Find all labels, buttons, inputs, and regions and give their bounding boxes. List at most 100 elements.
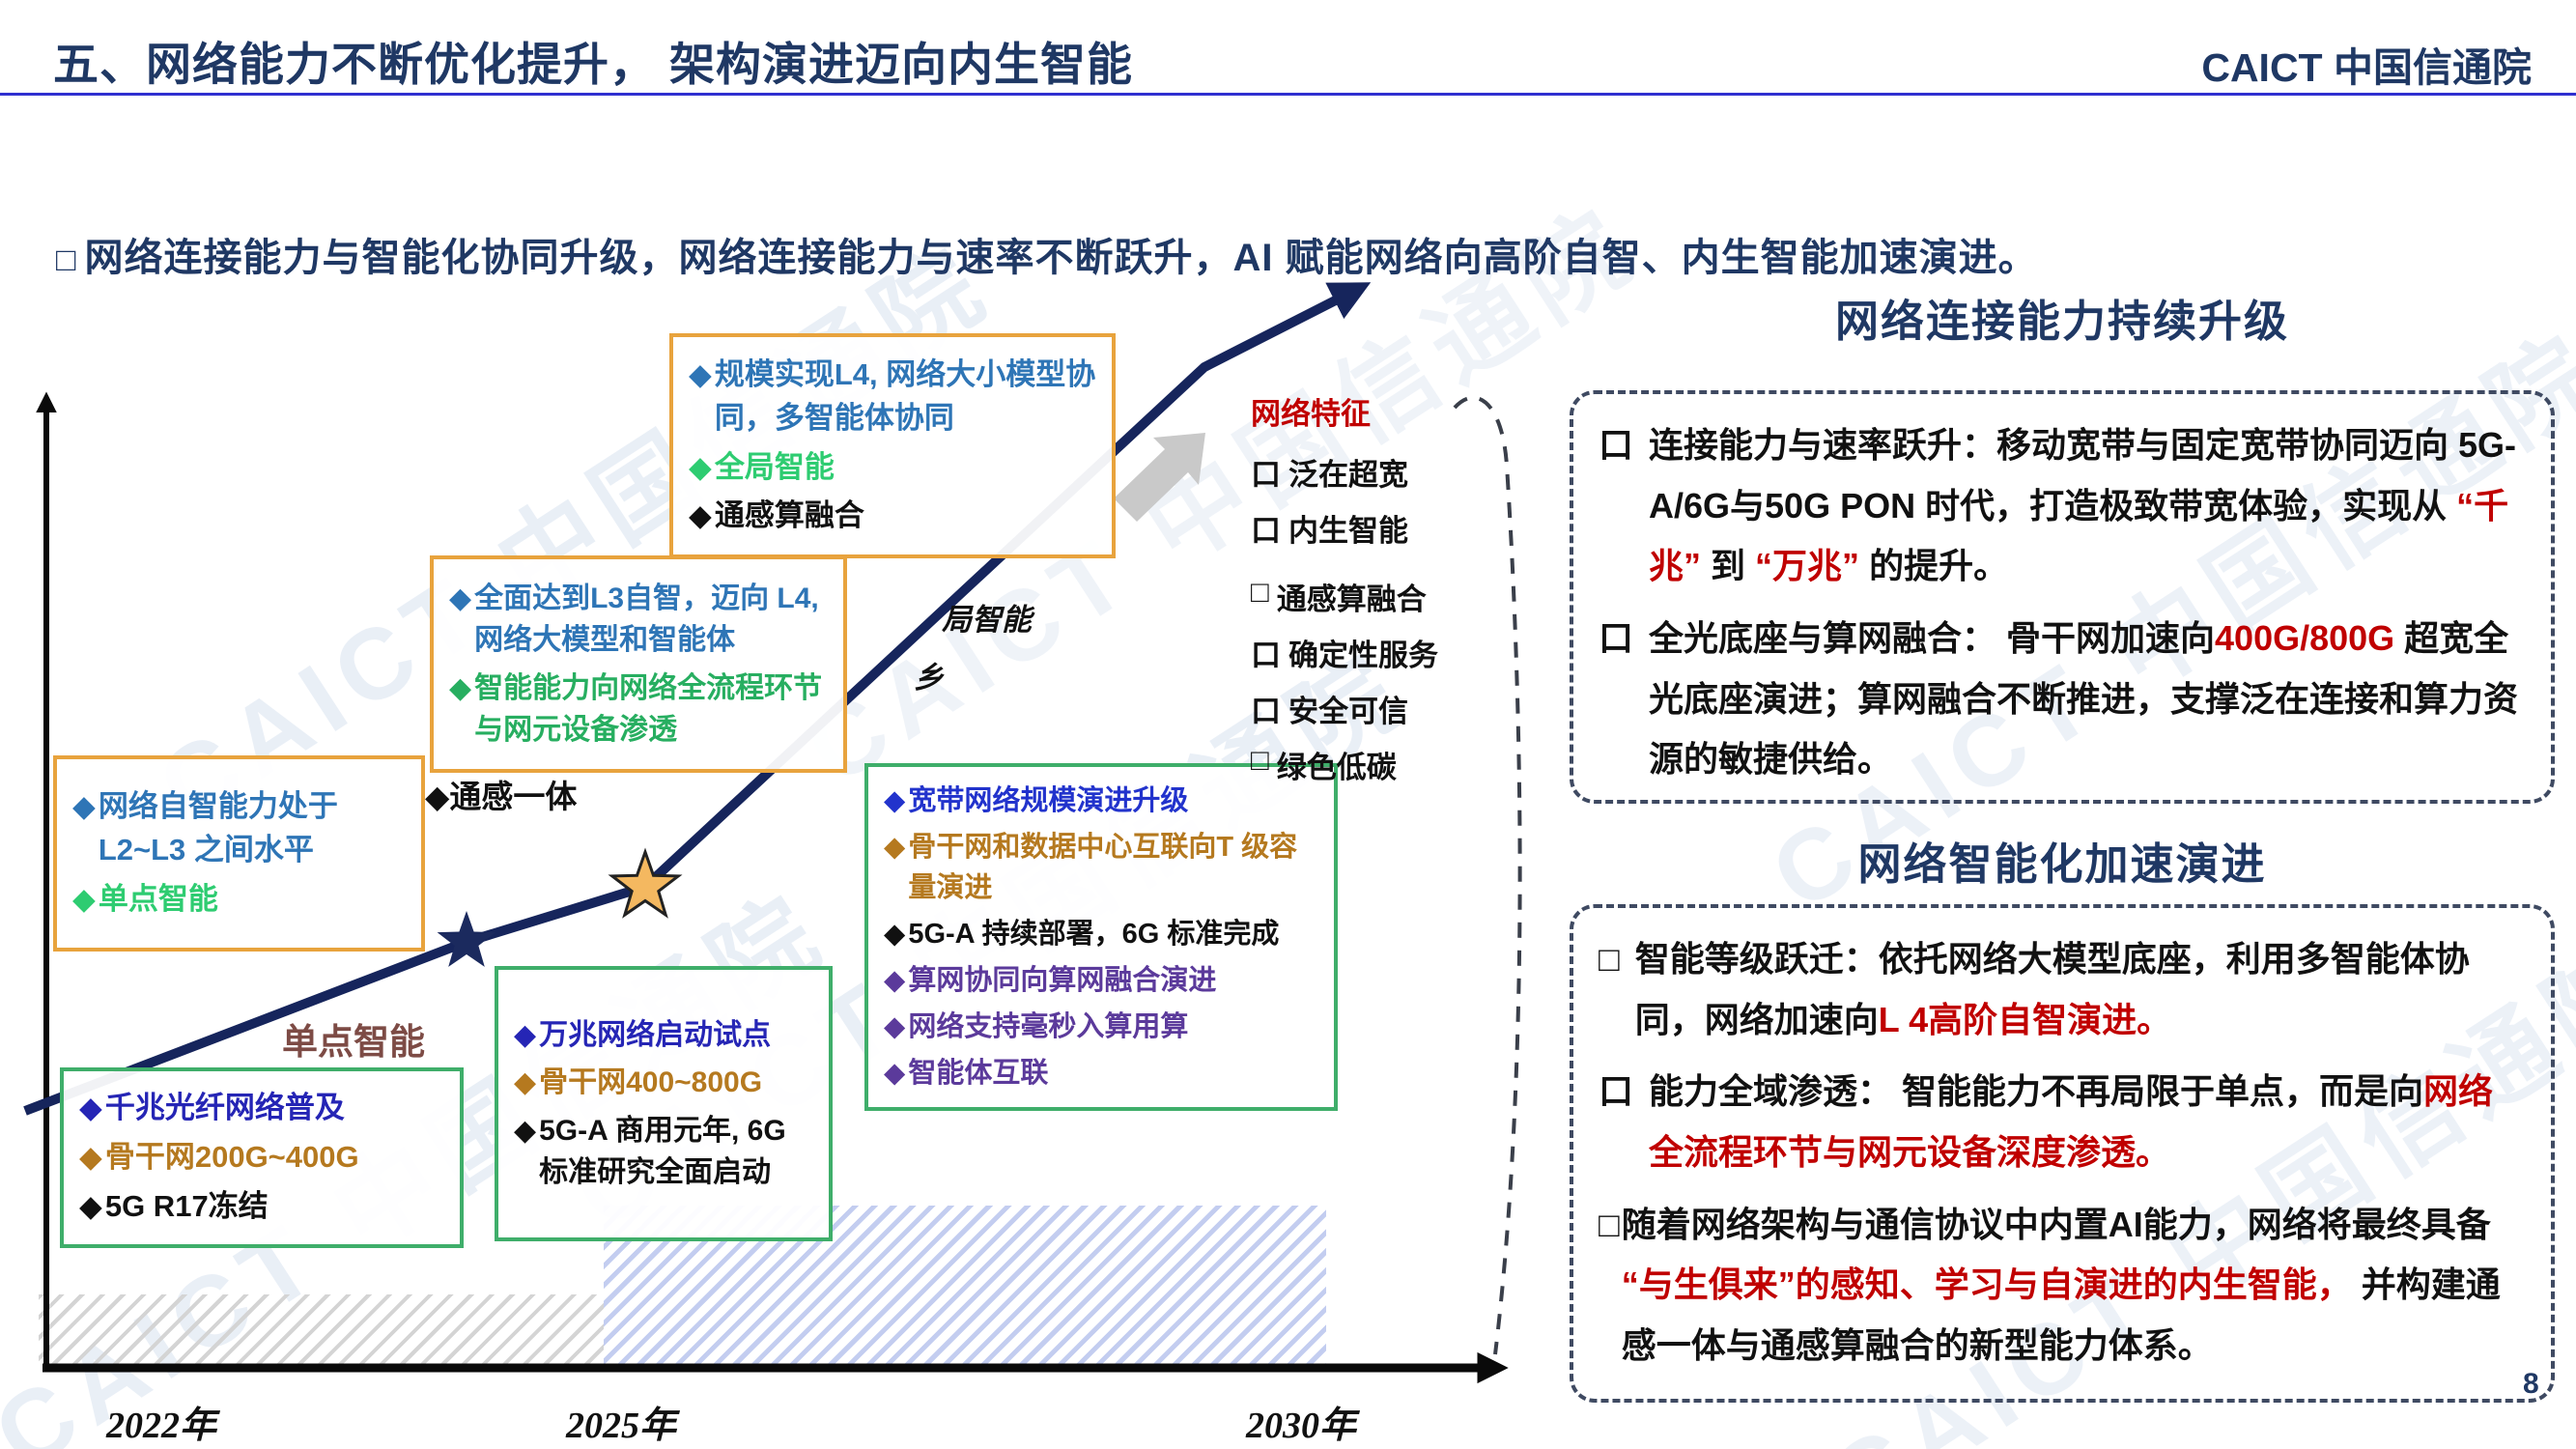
feature-item: □ 绿色低碳 <box>1251 743 1438 786</box>
diamond-icon: ◆ <box>514 1018 537 1051</box>
year-label-2022: 2022年 <box>106 1406 217 1446</box>
diamond-icon: ◆ <box>79 1140 102 1175</box>
panel-bullet-text: 全光底座与算网融合： 骨干网加速向400G/800G 超宽全光底座演进；算网融合… <box>1649 617 2519 780</box>
square-bullet-icon: 口 <box>1251 639 1281 672</box>
box-item-text: 骨干网200G~400G <box>104 1140 359 1175</box>
square-bullet-icon: □ <box>1251 575 1269 609</box>
diamond-icon: ◆ <box>79 1091 102 1125</box>
square-bullet-icon: □ <box>1599 939 1620 979</box>
title-divider <box>0 93 2576 96</box>
box-item: ◆ 全局智能 <box>689 446 1096 490</box>
box-item-text: 5G-A 商用元年, 6G 标准研究全面启动 <box>539 1114 786 1189</box>
diamond-icon: ◆ <box>689 449 712 484</box>
heading-connection-upgrade: 网络连接能力持续升级 <box>1834 297 2289 346</box>
panel-bullet: □ 随着网络架构与通信协议中内置AI能力，网络将最终具备 “与生俱来”的感知、学… <box>1599 1195 2526 1377</box>
gray-arrow-icon <box>1114 433 1205 522</box>
box-item-text: 全局智能 <box>714 449 835 484</box>
box-item-text: 5G R17冻结 <box>104 1188 269 1223</box>
box-item: ◆ 骨干网和数据中心互联向T 级容量演进 <box>884 827 1318 908</box>
box-item-text: 智能体互联 <box>908 1058 1049 1090</box>
panel-intelligence-evolution: □ 智能等级跃迁：依托网络大模型底座，利用多智能体协同，网络加速向L 4高阶自智… <box>1570 904 2555 1403</box>
diamond-icon: ◆ <box>884 918 906 950</box>
label-single-point-intelligence: 单点智能 <box>282 1022 425 1062</box>
milestone-box-2030-network: ◆ 宽带网络规模演进升级 ◆ 骨干网和数据中心互联向T 级容量演进 ◆ 5G-A… <box>864 763 1338 1111</box>
feature-text: 通感算融合 <box>1276 582 1427 616</box>
panel-bullet: 口 能力全域渗透： 智能能力不再局限于单点，而是向网络全流程环节与网元设备深度渗… <box>1599 1062 2526 1182</box>
feature-text: 泛在超宽 <box>1288 458 1408 492</box>
box-item: ◆ 宽带网络规模演进升级 <box>884 781 1318 821</box>
box-item: ◆ 智能体互联 <box>884 1053 1318 1094</box>
subtitle-text: 网络连接能力与智能化协同升级，网络连接能力与速率不断跃升，AI 赋能网络向高阶自… <box>84 237 2038 279</box>
box-item: ◆ 骨干网400~800G <box>514 1062 813 1104</box>
square-bullet-icon: 口 <box>1599 1071 1634 1112</box>
feature-item: 口 安全可信 <box>1251 687 1438 730</box>
label-fragment: 乡 <box>914 661 944 695</box>
feature-item: 口 内生智能 <box>1251 506 1438 550</box>
box-item-text: 算网协同向算网融合演进 <box>908 965 1217 997</box>
square-bullet-icon: 口 <box>1251 695 1281 728</box>
square-bullet-icon: 口 <box>1251 514 1281 548</box>
diamond-icon: ◆ <box>449 671 472 704</box>
box-item: ◆ 通感算融合 <box>689 495 1096 538</box>
diamond-icon: ◆ <box>449 582 472 614</box>
diamond-icon: ◆ <box>884 831 906 863</box>
feature-item: 口 确定性服务 <box>1251 631 1438 674</box>
diamond-icon: ◆ <box>884 1011 906 1043</box>
diamond-icon: ◆ <box>72 789 96 824</box>
box-item-text: 宽带网络规模演进升级 <box>908 784 1189 816</box>
square-bullet-icon: □ <box>56 242 77 278</box>
milestone-box-2025-intelligence: ◆ 全面达到L3自智，迈向 L4, 网络大模型和智能体 ◆ 智能能力向网络全流程… <box>430 555 847 773</box>
box-item-text: 骨干网400~800G <box>539 1066 763 1098</box>
box-item: ◆ 5G-A 商用元年, 6G 标准研究全面启动 <box>514 1110 813 1194</box>
milestone-box-2022-network: ◆ 千兆光纤网络普及 ◆ 骨干网200G~400G ◆ 5G R17冻结 <box>60 1067 464 1248</box>
feature-text: 确定性服务 <box>1288 639 1438 672</box>
milestone-box-2030-intelligence: ◆ 规模实现L4, 网络大小模型协同，多智能体协同 ◆ 全局智能 ◆ 通感算融合 <box>669 333 1116 558</box>
box-item-text: 万兆网络启动试点 <box>539 1018 772 1051</box>
box-item-text: 全面达到L3自智，迈向 L4, 网络大模型和智能体 <box>474 582 819 657</box>
diamond-icon: ◆ <box>514 1114 537 1147</box>
square-bullet-icon: 口 <box>1599 617 1634 658</box>
feature-text: 绿色低碳 <box>1276 751 1397 784</box>
label-sensing-communication-unity: ◆通感一体 <box>425 771 577 817</box>
box-item: ◆ 千兆光纤网络普及 <box>79 1087 444 1130</box>
panel-bullet-text: 能力全域渗透： 智能能力不再局限于单点，而是向网络全流程环节与网元设备深度渗透。 <box>1649 1071 2494 1172</box>
box-item: ◆ 算网协同向算网融合演进 <box>884 960 1318 1001</box>
feature-text: 安全可信 <box>1288 695 1408 728</box>
star-orange-icon <box>608 847 683 919</box>
brand-logo-text: CAICT 中国信通院 <box>2201 45 2532 90</box>
panel-bullet: □ 智能等级跃迁：依托网络大模型底座，利用多智能体协同，网络加速向L 4高阶自智… <box>1599 929 2526 1050</box>
panel-bullet: 口 全光底座与算网融合： 骨干网加速向400G/800G 超宽全光底座演进；算网… <box>1599 609 2526 790</box>
features-title: 网络特征 <box>1251 397 1371 431</box>
label-text: 通感一体 <box>449 779 578 814</box>
square-bullet-icon: 口 <box>1251 458 1281 492</box>
star-navy-icon <box>437 911 496 967</box>
network-features-list: 网络特征 口 泛在超宽 口 内生智能 □ 通感算融合 口 确定性服务 口 安全可… <box>1251 389 1438 799</box>
box-item: ◆ 单点智能 <box>72 878 406 922</box>
label-partial-intelligence: 局智能 <box>942 603 1032 637</box>
feature-item: 口 泛在超宽 <box>1251 450 1438 494</box>
page-title: 五、网络能力不断优化提升， 架构演进迈向内生智能 <box>53 39 1134 90</box>
box-item: ◆ 万兆网络启动试点 <box>514 1014 813 1057</box>
dashed-curve <box>1453 395 1522 1355</box>
diamond-icon: ◆ <box>884 965 906 997</box>
box-item-text: 规模实现L4, 网络大小模型协同，多智能体协同 <box>714 356 1096 435</box>
feature-text: 内生智能 <box>1288 514 1408 548</box>
box-item: ◆ 5G R17冻结 <box>79 1185 444 1229</box>
box-item-text: 网络自智能力处于 L2~L3 之间水平 <box>98 789 338 867</box>
panel-bullet-text: 智能等级跃迁：依托网络大模型底座，利用多智能体协同，网络加速向L 4高阶自智演进… <box>1634 939 2470 1039</box>
milestone-box-2022-intelligence: ◆ 网络自智能力处于 L2~L3 之间水平 ◆ 单点智能 <box>53 755 425 952</box>
panel-bullet: 口 连接能力与速率跃升：移动宽带与固定宽带协同迈向 5G-A/6G与50G PO… <box>1599 415 2526 597</box>
box-item-text: 通感算融合 <box>714 498 864 533</box>
diamond-icon: ◆ <box>884 1058 906 1090</box>
feature-item: □ 通感算融合 <box>1251 575 1438 618</box>
page-number: 8 <box>2523 1368 2539 1400</box>
milestone-box-2025-network: ◆ 万兆网络启动试点 ◆ 骨干网400~800G ◆ 5G-A 商用元年, 6G… <box>495 966 833 1241</box>
box-item-text: 网络支持毫秒入算用算 <box>908 1011 1189 1043</box>
square-bullet-icon: 口 <box>1599 425 1634 465</box>
square-bullet-icon: □ <box>1251 743 1269 777</box>
box-item: ◆ 网络支持毫秒入算用算 <box>884 1007 1318 1047</box>
diamond-icon: ◆ <box>425 779 450 814</box>
panel-bullet-text: 连接能力与速率跃升：移动宽带与固定宽带协同迈向 5G-A/6G与50G PON … <box>1649 425 2517 586</box>
box-item-text: 智能能力向网络全流程环节与网元设备渗透 <box>474 671 823 747</box>
year-label-2025: 2025年 <box>566 1406 677 1446</box>
